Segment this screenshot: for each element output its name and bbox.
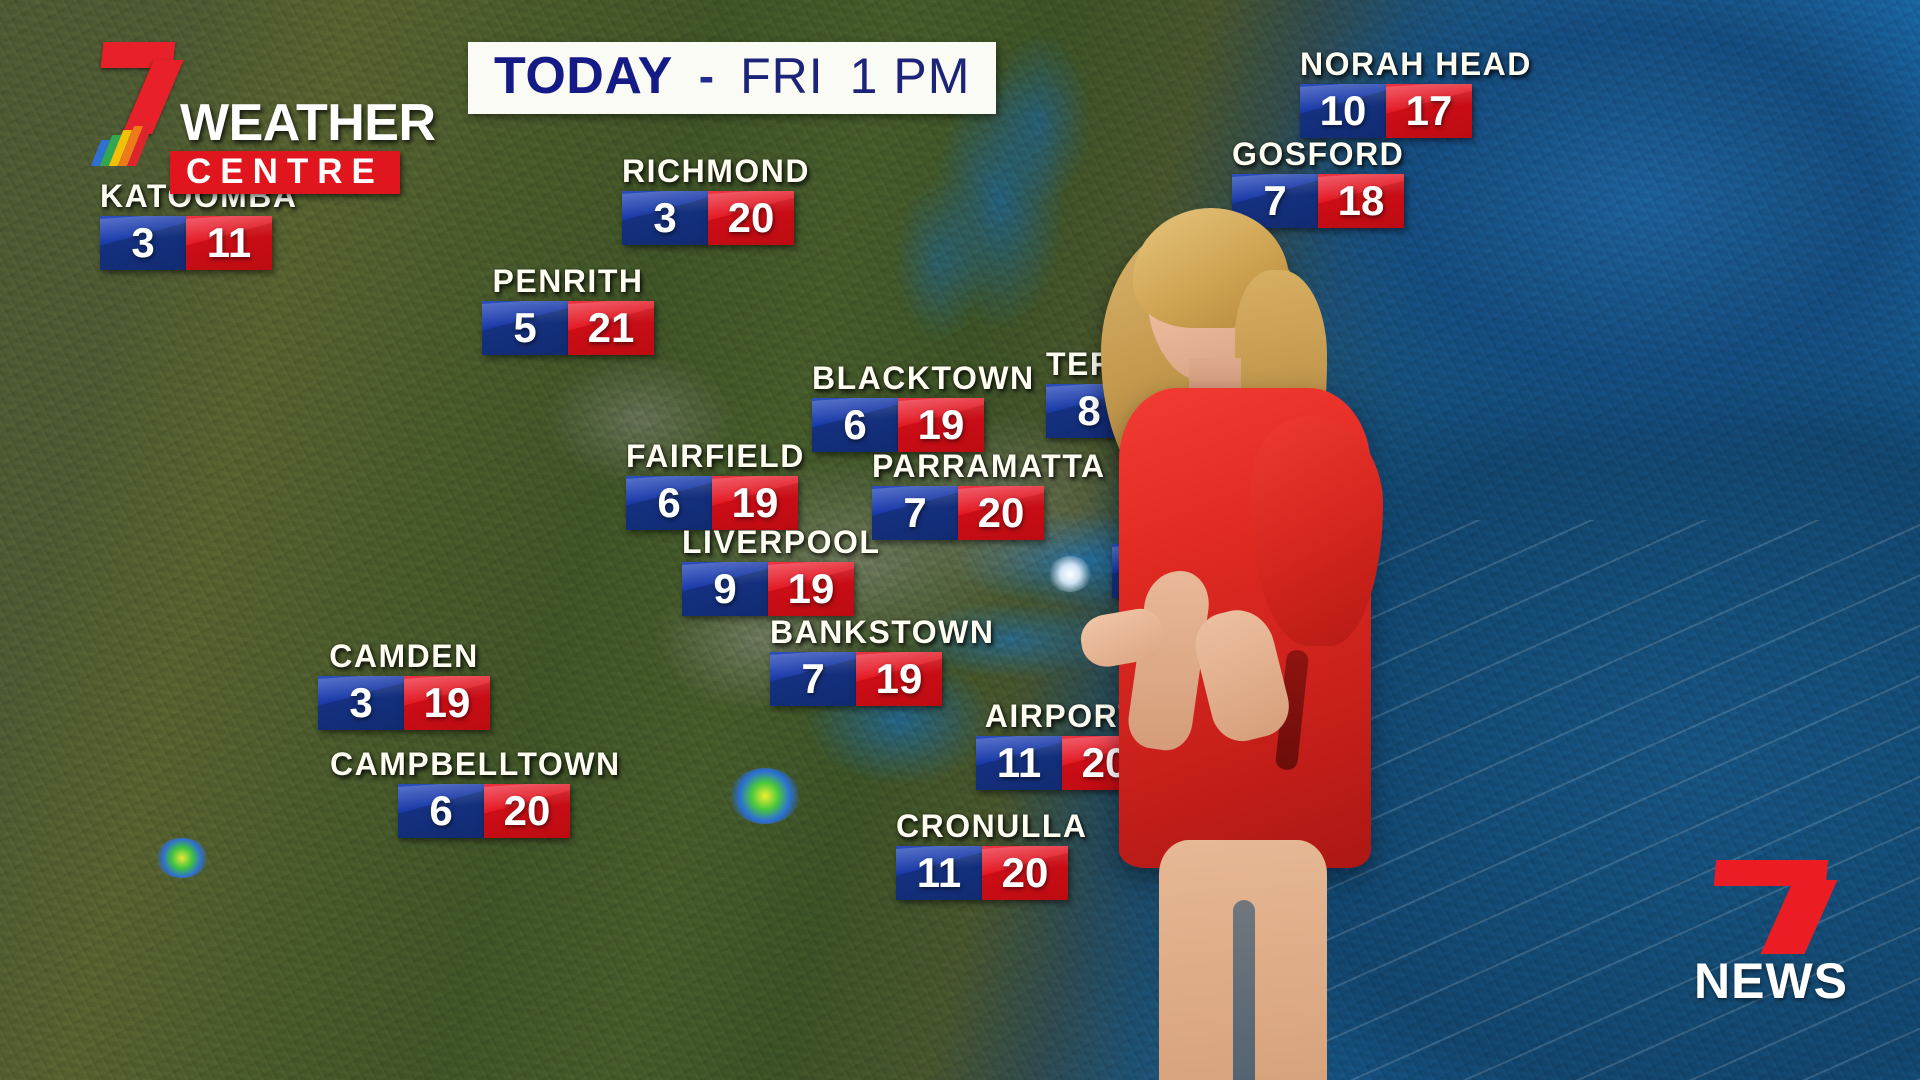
seven-news-wordmark: NEWS xyxy=(1694,953,1848,1009)
city-label: PARRAMATTA xyxy=(872,448,1106,484)
min-temp-box: 6 xyxy=(398,784,484,838)
max-temp-box: 20 xyxy=(958,486,1044,540)
city-marker-camden[interactable]: CAMDEN 3 19 xyxy=(318,640,490,730)
max-temp-box: 18 xyxy=(1318,174,1404,228)
city-marker-blacktown[interactable]: BLACKTOWN 6 19 xyxy=(812,362,1035,452)
max-temp-box: 21 xyxy=(568,301,654,355)
city-label: CRONULLA xyxy=(896,808,1088,844)
city-label: NORAH HEAD xyxy=(1300,46,1532,82)
presenter-leg-gap xyxy=(1233,900,1255,1080)
min-temp-box: 3 xyxy=(318,676,404,730)
city-marker-cronulla[interactable]: CRONULLA 11 20 xyxy=(896,810,1088,900)
min-temp-box: 11 xyxy=(896,846,982,900)
min-temp-box: 6 xyxy=(626,476,712,530)
temperature-pair: 6 20 xyxy=(398,784,621,838)
city-label: RICHMOND xyxy=(622,153,810,189)
city-marker-norah-head[interactable]: NORAH HEAD 10 17 xyxy=(1300,48,1532,138)
max-temp-box: 19 xyxy=(768,562,854,616)
min-temp-box: 3 xyxy=(100,216,186,270)
weather-centre-logo: WEATHER CENTRE xyxy=(90,40,436,194)
temperature-pair: 11 20 xyxy=(896,846,1088,900)
max-temp-box: 19 xyxy=(404,676,490,730)
min-temp-box: 3 xyxy=(622,191,708,245)
max-temp-box: 20 xyxy=(982,846,1068,900)
max-temp-box: 19 xyxy=(898,398,984,452)
banner-time: 1 PM xyxy=(849,48,971,104)
max-temp-box: 17 xyxy=(1386,84,1472,138)
temperature-pair: 7 20 xyxy=(872,486,1106,540)
city-marker-liverpool[interactable]: LIVERPOOL 9 19 xyxy=(682,526,880,616)
max-temp-box: 11 xyxy=(186,216,272,270)
weather-presenter xyxy=(1077,180,1415,1080)
min-temp-box: 7 xyxy=(770,652,856,706)
city-label: CAMDEN xyxy=(329,638,479,674)
min-temp-box: 10 xyxy=(1300,84,1386,138)
rainbow-accent-icon xyxy=(90,120,160,166)
city-marker-campbelltown[interactable]: CAMPBELLTOWN 6 20 xyxy=(330,748,621,838)
max-temp-box: 19 xyxy=(856,652,942,706)
radar-echo-blob-coast xyxy=(1048,556,1092,592)
temperature-pair: 6 19 xyxy=(626,476,805,530)
city-marker-penrith[interactable]: PENRITH 5 21 xyxy=(482,265,654,355)
max-temp-box: 20 xyxy=(484,784,570,838)
temperature-pair: 9 19 xyxy=(682,562,880,616)
logo-centre-text: CENTRE xyxy=(186,152,384,191)
temperature-pair: 6 19 xyxy=(812,398,1035,452)
city-label: LIVERPOOL xyxy=(682,524,881,560)
city-label: BLACKTOWN xyxy=(812,360,1035,396)
banner-separator: - xyxy=(698,50,715,102)
min-temp-box: 11 xyxy=(976,736,1062,790)
temperature-pair: 7 19 xyxy=(770,652,994,706)
temperature-pair: 3 19 xyxy=(318,676,490,730)
logo-centre-bar: CENTRE xyxy=(170,151,400,194)
city-marker-bankstown[interactable]: BANKSTOWN 7 19 xyxy=(770,616,994,706)
city-marker-fairfield[interactable]: FAIRFIELD 6 19 xyxy=(626,440,805,530)
city-label: GOSFORD xyxy=(1232,136,1405,172)
max-temp-box: 20 xyxy=(708,191,794,245)
seven-news-seven-icon xyxy=(1711,860,1838,954)
forecast-day-banner: TODAY - FRI 1 PM xyxy=(468,42,997,114)
logo-weather-text: WEATHER xyxy=(180,93,436,152)
presenter-sleeve xyxy=(1251,416,1383,646)
city-label: AIRPORT xyxy=(984,698,1140,734)
radar-echo-blob-west xyxy=(156,838,208,878)
banner-day: FRI xyxy=(740,48,824,104)
temperature-pair: 5 21 xyxy=(482,301,654,355)
seven-network-icon xyxy=(90,40,184,166)
city-marker-richmond[interactable]: RICHMOND 3 20 xyxy=(622,155,810,245)
city-label: FAIRFIELD xyxy=(626,438,805,474)
city-label: PENRITH xyxy=(492,263,644,299)
city-marker-parramatta[interactable]: PARRAMATTA 7 20 xyxy=(872,450,1106,540)
city-marker-gosford[interactable]: GOSFORD 7 18 xyxy=(1232,138,1404,228)
min-temp-box: 7 xyxy=(872,486,958,540)
temperature-pair: 3 11 xyxy=(100,216,297,270)
min-temp-box: 5 xyxy=(482,301,568,355)
radar-echo-blob-central xyxy=(730,768,800,824)
temperature-pair: 3 20 xyxy=(622,191,810,245)
temperature-pair: 10 17 xyxy=(1300,84,1532,138)
city-label: CAMPBELLTOWN xyxy=(330,746,621,782)
max-temp-box: 19 xyxy=(712,476,798,530)
min-temp-box: 6 xyxy=(812,398,898,452)
min-temp-box: 9 xyxy=(682,562,768,616)
seven-news-logo: NEWS xyxy=(1694,860,1848,1006)
city-label: BANKSTOWN xyxy=(770,614,995,650)
banner-title: TODAY xyxy=(494,47,673,105)
